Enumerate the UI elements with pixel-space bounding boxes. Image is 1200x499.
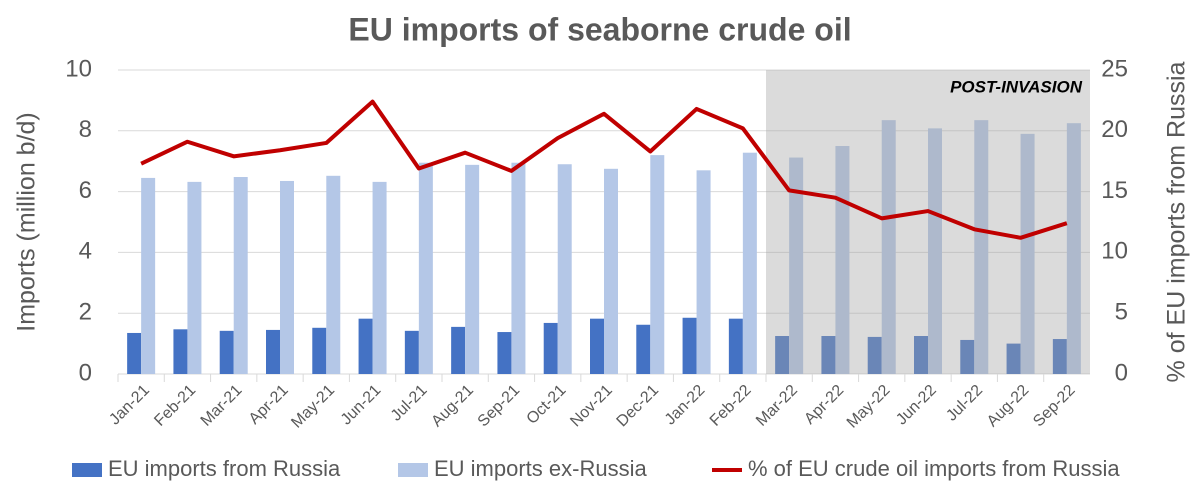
bar (881, 120, 896, 374)
bar (233, 177, 248, 374)
x-tick-label: Jan-21 (106, 382, 153, 429)
x-tick-label: Jan-22 (662, 382, 709, 429)
x-tick-label: Aug-21 (428, 382, 477, 431)
x-tick-label: Jun-21 (338, 382, 385, 429)
bar (604, 168, 618, 374)
y2-tick-label: 10 (1101, 238, 1128, 265)
bar (173, 329, 188, 374)
bar (418, 162, 433, 374)
y-tick-label: 10 (65, 55, 92, 82)
x-tick-label: Mar-22 (753, 382, 801, 430)
y2-tick-label: 25 (1101, 55, 1128, 82)
shaded-region (766, 70, 1090, 374)
bar (590, 318, 604, 374)
y-tick-label: 8 (79, 116, 92, 143)
bar (127, 332, 142, 374)
bar (789, 157, 804, 374)
bar (928, 128, 942, 374)
y-tick-label: 0 (79, 359, 92, 386)
y2-tick-label: 20 (1101, 116, 1128, 143)
x-tick-label: May-21 (288, 382, 338, 432)
bar (696, 170, 711, 374)
y-tick-label: 2 (79, 299, 92, 326)
x-tick-label: Nov-21 (567, 382, 616, 431)
legend-swatch (398, 463, 428, 477)
x-tick-label: Feb-22 (707, 382, 755, 430)
x-tick-label: Jul-22 (943, 382, 986, 425)
bar (358, 318, 373, 374)
x-tick-label: Sep-21 (475, 382, 524, 431)
bar (821, 336, 836, 374)
chart-title: EU imports of seaborne crude oil (348, 11, 851, 47)
x-tick-label: Apr-22 (801, 382, 847, 428)
line (140, 99, 1068, 240)
bar (543, 322, 558, 374)
bar (557, 164, 572, 374)
x-tick-label: Aug-22 (984, 382, 1033, 431)
x-tick-label: May-22 (844, 382, 894, 432)
bar (742, 152, 757, 374)
bar (141, 177, 156, 374)
x-tick-label: Dec-21 (614, 382, 663, 431)
x-tick-label: Oct-21 (524, 382, 570, 428)
bar (974, 120, 989, 374)
bar (187, 181, 202, 374)
y-tick-label: 6 (79, 177, 92, 204)
bar (280, 180, 294, 374)
bar (465, 164, 480, 374)
legend-label: % of EU crude oil imports from Russia (748, 456, 1120, 481)
y-tick-label: 4 (79, 238, 92, 265)
bar (636, 324, 651, 374)
bar (219, 330, 234, 374)
legend-label: EU imports from Russia (108, 456, 341, 481)
y2-tick-label: 0 (1115, 359, 1128, 386)
y2-tick-label: 5 (1115, 299, 1128, 326)
x-tick-label: Feb-21 (151, 382, 199, 430)
legend-swatch (72, 463, 102, 477)
y2-axis-label: % of EU imports from Russia (1163, 61, 1191, 382)
y-axis-label: Imports (million b/d) (13, 112, 41, 332)
bar (266, 329, 280, 374)
bar (404, 330, 419, 374)
bar (511, 162, 526, 374)
bar (1066, 123, 1081, 374)
bar (728, 318, 743, 374)
bar (650, 155, 665, 374)
bar (775, 336, 790, 374)
x-tick-label: Mar-21 (198, 382, 246, 430)
bar (497, 332, 512, 374)
x-tick-label: Sep-22 (1030, 382, 1079, 431)
bar (1006, 343, 1021, 374)
x-tick-label: Jul-21 (388, 382, 431, 425)
bar (312, 327, 327, 374)
bar (914, 336, 928, 374)
bar (682, 317, 697, 374)
bar (1052, 339, 1067, 374)
bar (960, 339, 975, 374)
bar (1020, 133, 1035, 374)
region-label: POST-INVASION (950, 77, 1083, 96)
bar (326, 175, 341, 374)
x-tick-label: Jun-22 (893, 382, 940, 429)
bar (451, 326, 466, 374)
bar (867, 336, 882, 374)
bar (372, 181, 387, 374)
y2-tick-label: 15 (1101, 177, 1128, 204)
legend-label: EU imports ex-Russia (434, 456, 647, 481)
x-tick-label: Apr-21 (246, 382, 292, 428)
